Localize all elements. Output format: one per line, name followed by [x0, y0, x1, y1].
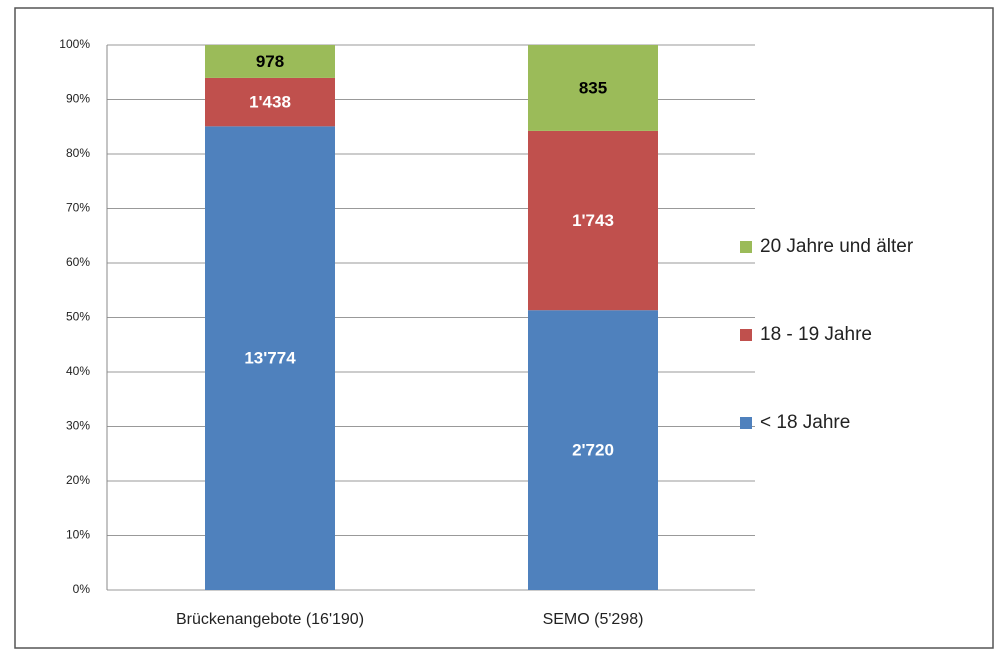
data-label: 978: [256, 52, 284, 71]
bar-segment: [205, 126, 335, 590]
legend-swatch: [740, 241, 752, 253]
data-label: 1'438: [249, 93, 291, 112]
y-tick-label: 70%: [66, 201, 90, 215]
bar-segment: [205, 45, 335, 78]
legend-label: < 18 Jahre: [760, 412, 850, 433]
legend-label: 18 - 19 Jahre: [760, 324, 872, 345]
y-tick-label: 30%: [66, 419, 90, 433]
data-label: 13'774: [244, 349, 296, 368]
data-label: 1'743: [572, 211, 614, 230]
chart-frame: [14, 7, 994, 649]
x-tick-label: Brückenangebote (16'190): [176, 611, 364, 628]
y-tick-label: 40%: [66, 364, 90, 378]
bar-segment: [528, 310, 658, 590]
legend-swatch: [740, 329, 752, 341]
x-tick-label: SEMO (5'298): [543, 611, 644, 628]
y-tick-label: 20%: [66, 473, 90, 487]
bar-segment: [528, 130, 658, 311]
y-tick-label: 60%: [66, 255, 90, 269]
y-tick-label: 100%: [59, 37, 90, 51]
legend-label: 20 Jahre und älter: [760, 236, 914, 257]
y-tick-label: 0%: [73, 582, 91, 596]
data-label: 2'720: [572, 441, 614, 460]
data-label: 835: [579, 78, 607, 97]
y-tick-label: 50%: [66, 310, 90, 324]
y-tick-label: 10%: [66, 528, 90, 542]
bar-segment: [528, 45, 658, 131]
y-tick-label: 80%: [66, 146, 90, 160]
bar-segment: [205, 77, 335, 127]
y-tick-label: 90%: [66, 92, 90, 106]
legend-swatch: [740, 417, 752, 429]
